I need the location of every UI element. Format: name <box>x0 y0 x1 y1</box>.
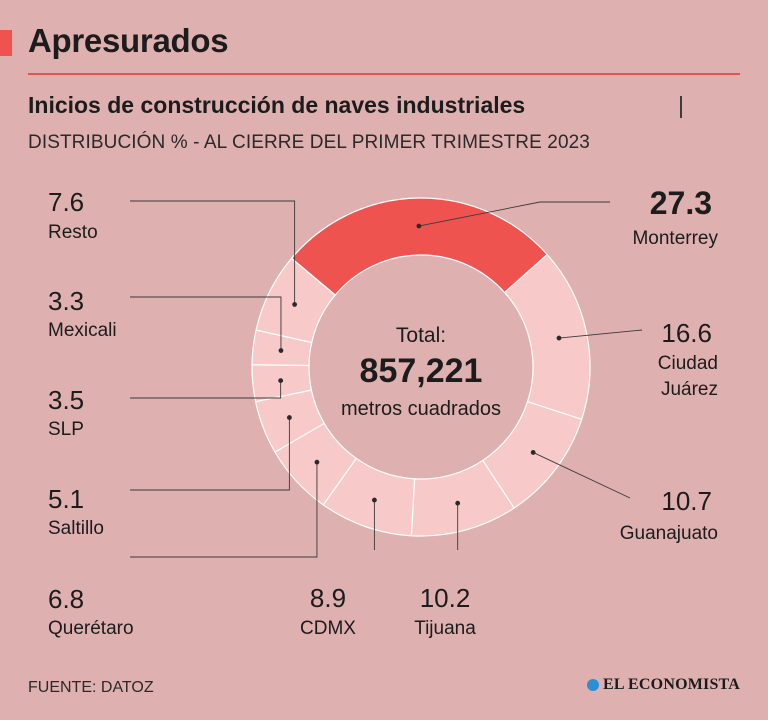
chart-subtitle: DISTRIBUCIÓN % - AL CIERRE DEL PRIMER TR… <box>28 132 590 153</box>
category-label-tijuana: Tijuana <box>414 618 476 639</box>
marker-dot-resto <box>292 302 298 307</box>
marker-dot-saltillo <box>286 415 292 420</box>
center-total-label: Total: <box>396 324 446 347</box>
value-label-saltillo: 5.1 <box>48 484 84 514</box>
leader-line-queretaro <box>130 462 318 558</box>
value-label-ciudad-juarez: 16.6 <box>661 318 712 348</box>
el-economista-logo-icon <box>587 679 599 691</box>
leader-line-slp <box>130 380 282 399</box>
title-separator: | <box>678 92 684 118</box>
marker-dot-tijuana <box>455 500 461 506</box>
category-label-queretaro: Querétaro <box>48 618 134 639</box>
value-label-mexicali: 3.3 <box>48 286 84 316</box>
marker-dot-monterrey <box>416 223 422 229</box>
chart-title: Inicios de construcción de naves industr… <box>28 92 526 118</box>
category-label-guanajuato: Guanajuato <box>620 523 718 544</box>
category-label-cdmx: CDMX <box>300 618 356 639</box>
value-label-slp: 3.5 <box>48 385 84 415</box>
category-label-monterrey: Monterrey <box>632 228 718 249</box>
leader-line-guanajuato <box>532 452 631 499</box>
category-label-resto: Resto <box>48 222 98 243</box>
brand: EL ECONOMISTA <box>587 676 740 694</box>
slice-resto <box>255 257 337 344</box>
value-label-resto: 7.6 <box>48 187 84 217</box>
leader-line-monterrey <box>418 201 610 227</box>
category-label-ciudad-juarez-1: Ciudad <box>658 353 718 374</box>
category-label-ciudad-juarez-2: Juárez <box>661 379 718 400</box>
marker-dot-ciudad-juarez <box>556 335 562 341</box>
source-note: FUENTE: DATOZ <box>28 679 154 696</box>
value-label-guanajuato: 10.7 <box>661 486 712 516</box>
marker-dot-mexicali <box>278 348 284 353</box>
accent-bar <box>0 30 12 56</box>
category-label-mexicali: Mexicali <box>48 320 117 341</box>
headline: Apresurados <box>28 22 229 59</box>
header-rule <box>28 73 740 75</box>
center-total-unit: metros cuadrados <box>341 398 501 420</box>
value-label-queretaro: 6.8 <box>48 584 84 614</box>
center-total-value: 857,221 <box>360 352 483 390</box>
leader-line-ciudad-juarez <box>558 329 643 339</box>
value-label-monterrey: 27.3 <box>650 185 712 221</box>
value-label-tijuana: 10.2 <box>420 583 471 613</box>
marker-dot-queretaro <box>314 459 320 465</box>
leader-line-resto <box>130 200 296 305</box>
brand-name: EL ECONOMISTA <box>603 676 740 693</box>
slice-monterrey <box>290 197 548 296</box>
leader-line-saltillo <box>130 417 290 491</box>
leader-line-mexicali <box>130 296 282 351</box>
category-label-slp: SLP <box>48 419 84 440</box>
category-label-saltillo: Saltillo <box>48 518 104 539</box>
marker-dot-cdmx <box>371 497 377 503</box>
value-label-cdmx: 8.9 <box>310 583 346 613</box>
marker-dot-slp <box>278 378 284 384</box>
marker-dot-guanajuato <box>530 450 536 455</box>
